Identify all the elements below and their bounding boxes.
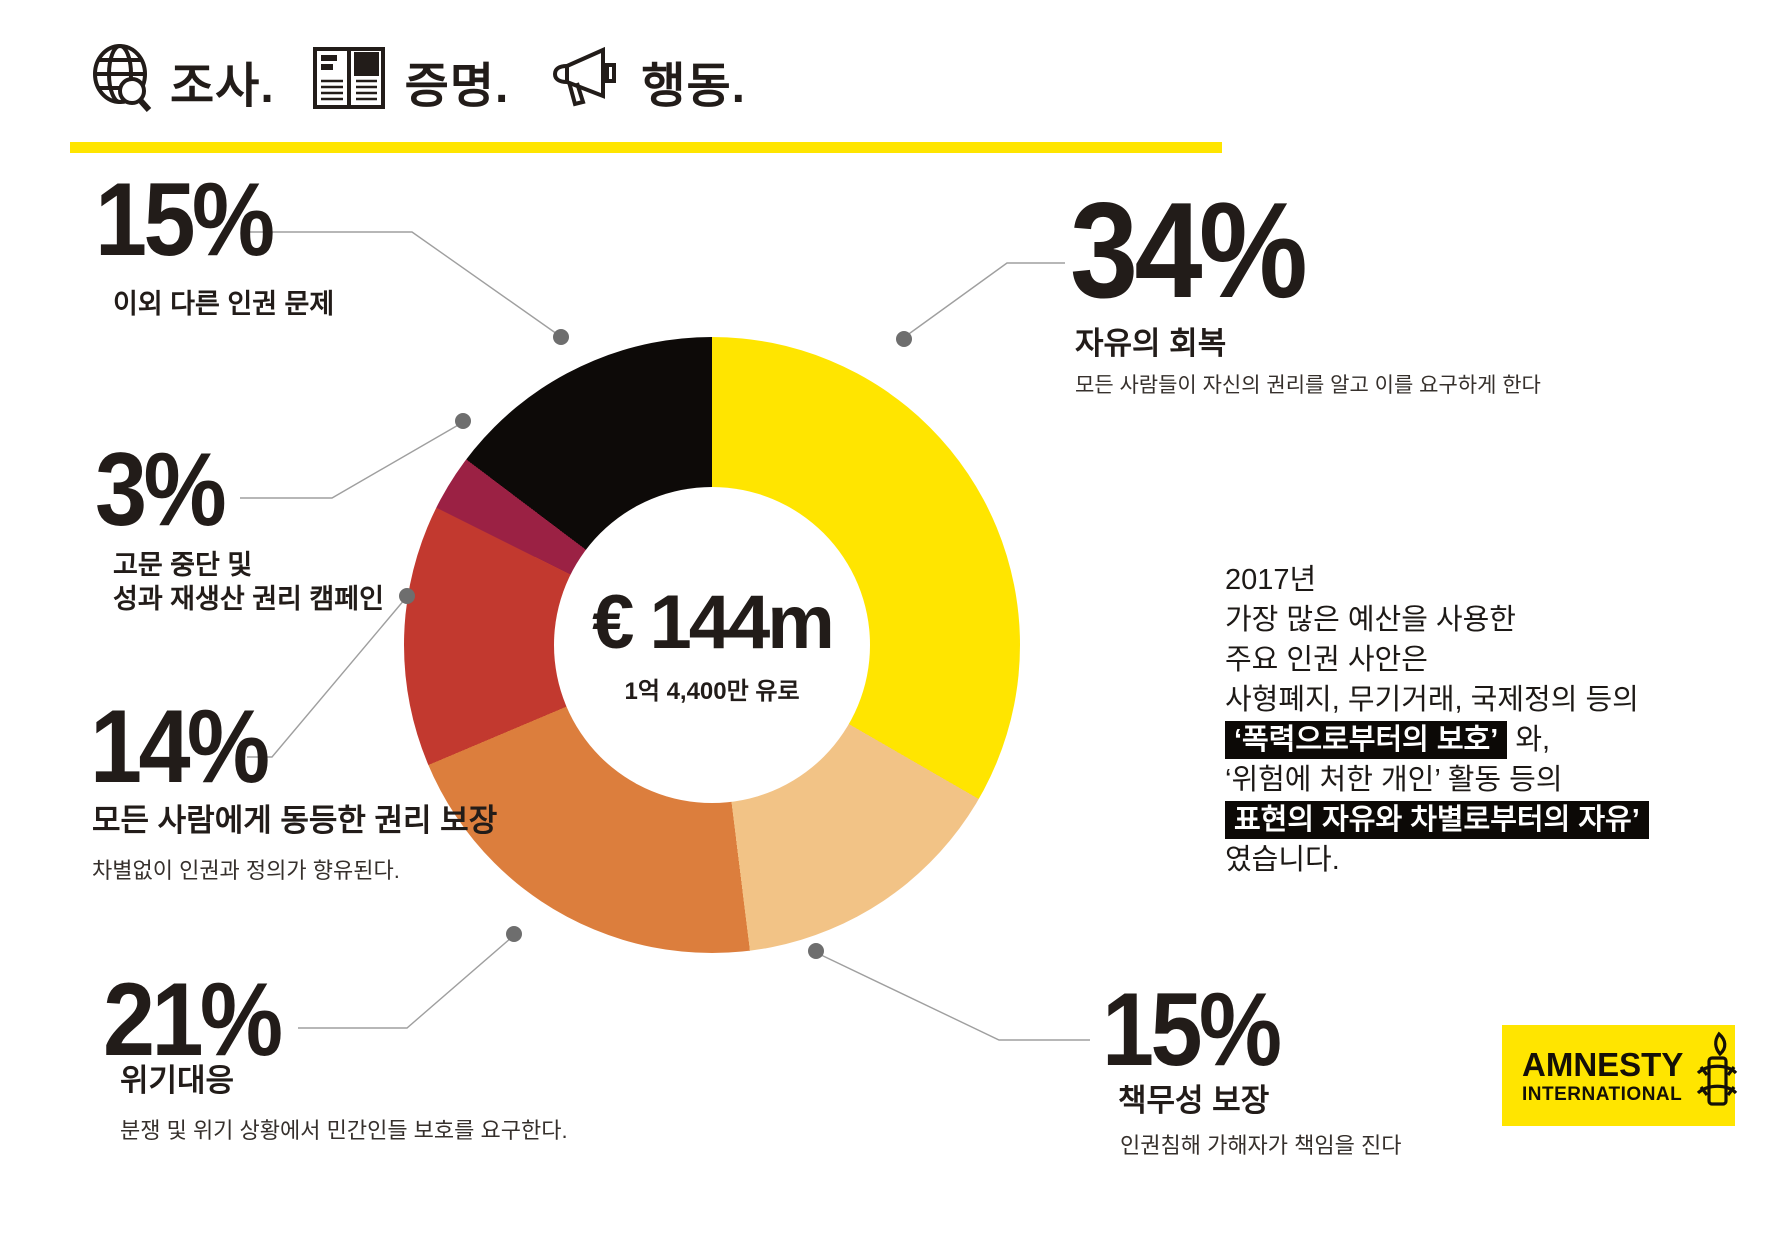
amnesty-logo-line1: AMNESTY: [1522, 1045, 1684, 1083]
note-text: 였습니다.: [1225, 844, 1340, 876]
note-text: 2017년: [1225, 564, 1317, 596]
note-line: 가장 많은 예산을 사용한: [1225, 600, 1649, 640]
callout-equal-desc: 차별없이 인권과 정의가 향유된다.: [92, 858, 400, 883]
dot-freedom: [896, 331, 912, 347]
callout-other-title: 이외 다른 인권 문제: [113, 289, 335, 319]
dot-other: [553, 329, 569, 345]
note-highlight: 표현의 자유와 차별로부터의 자유’: [1225, 801, 1649, 839]
note-text: 사형폐지, 무기거래, 국제정의 등의: [1225, 684, 1639, 716]
callout-crisis-value: 21%: [103, 962, 283, 1078]
callout-freedom-title: 자유의 회복: [1075, 326, 1227, 361]
callout-equal-value: 14%: [90, 689, 270, 805]
dot-accountability: [808, 943, 824, 959]
amnesty-logo-text: AMNESTY INTERNATIONAL: [1522, 1048, 1683, 1104]
callout-freedom-value: 34%: [1070, 174, 1308, 326]
callout-torture-value: 3%: [95, 432, 227, 548]
note-line: ‘위험에 처한 개인’ 활동 등의: [1225, 760, 1649, 800]
note-text: 주요 인권 사안은: [1225, 644, 1428, 676]
connector-accountability: [818, 953, 1090, 1041]
note-highlight: ‘폭력으로부터의 보호’: [1225, 721, 1508, 759]
header-word-act: 행동.: [641, 59, 746, 113]
connector-torture: [240, 423, 461, 499]
dot-crisis: [506, 926, 522, 942]
header-word-research: 조사.: [170, 59, 275, 113]
callout-freedom-desc: 모든 사람들이 자신의 권리를 알고 이를 요구하게 한다: [1075, 374, 1541, 397]
donut-ring: € 144m 1억 4,400만 유로: [404, 337, 1020, 953]
globe-search-icon: [88, 42, 156, 119]
callout-crisis-title: 위기대응: [120, 1063, 235, 1098]
connector-crisis: [298, 937, 512, 1029]
note-text: ‘위험에 처한 개인’ 활동 등의: [1225, 764, 1563, 796]
callout-torture-title: 고문 중단 및 성과 재생산 권리 캠페인: [113, 548, 384, 616]
budget-total-caption: 1억 4,400만 유로: [624, 677, 800, 705]
note-line: 사형폐지, 무기거래, 국제정의 등의: [1225, 680, 1649, 720]
callout-crisis-desc: 분쟁 및 위기 상황에서 민간인들 보호를 요구한다.: [120, 1118, 568, 1143]
report-book-icon: [311, 45, 391, 116]
callout-other-value: 15%: [95, 162, 275, 278]
note-line: 였습니다.: [1225, 840, 1649, 880]
note-line: 표현의 자유와 차별로부터의 자유’: [1225, 800, 1649, 840]
yellow-divider: [70, 142, 1222, 153]
budget-total-amount: € 144m: [592, 579, 835, 665]
note-line: ‘폭력으로부터의 보호’ 와,: [1225, 720, 1649, 760]
megaphone-icon: [545, 44, 627, 117]
note-text: 가장 많은 예산을 사용한: [1225, 604, 1516, 636]
callout-torture-title-line2: 성과 재생산 권리 캠페인: [113, 584, 384, 614]
donut-center: € 144m 1억 4,400만 유로: [554, 487, 870, 803]
note-text: 와,: [1507, 724, 1551, 756]
connector-equal: [247, 598, 406, 758]
dot-torture: [455, 413, 471, 429]
header-word-prove: 증명.: [404, 59, 510, 113]
header: 조사. 증명.: [88, 42, 768, 119]
note-line: 2017년: [1225, 560, 1649, 600]
amnesty-logo: AMNESTY INTERNATIONAL: [1502, 1025, 1738, 1126]
callout-accountability-desc: 인권침해 가해자가 책임을 진다: [1120, 1133, 1402, 1158]
amnesty-logo-line2: INTERNATIONAL: [1522, 1083, 1683, 1105]
callout-torture-title-line1: 고문 중단 및: [113, 550, 253, 580]
connector-freedom: [905, 262, 1065, 337]
candle-barbed-wire-icon: [1695, 1031, 1739, 1120]
note-line: 주요 인권 사안은: [1225, 640, 1649, 680]
callout-equal-title: 모든 사람에게 동등한 권리 보장: [92, 803, 498, 838]
callout-accountability-value: 15%: [1102, 972, 1282, 1088]
callout-accountability-title: 책무성 보장: [1118, 1083, 1270, 1118]
